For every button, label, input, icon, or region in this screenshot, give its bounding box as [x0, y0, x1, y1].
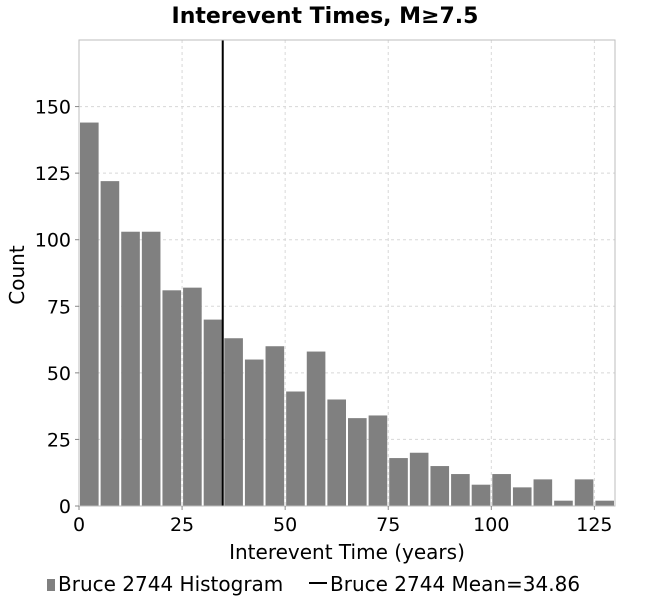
x-tick-label: 0	[73, 514, 85, 536]
x-tick-label: 25	[170, 514, 194, 536]
histogram-bar	[533, 479, 553, 506]
y-tick-label: 150	[35, 97, 71, 119]
histogram-bar	[306, 351, 326, 506]
histogram-bar	[100, 181, 120, 507]
histogram-bar	[348, 418, 367, 506]
y-axis-label: Count	[5, 245, 29, 305]
histogram-bar	[203, 319, 223, 506]
y-tick-label: 100	[35, 230, 71, 252]
histogram-bars	[80, 122, 614, 507]
legend-histogram-swatch	[47, 579, 55, 591]
x-axis-label: Interevent Time (years)	[229, 540, 465, 564]
x-axis-ticks: 0 25 50 75 100 125	[73, 506, 613, 536]
histogram-bar	[409, 452, 429, 506]
histogram-bar	[327, 399, 346, 506]
histogram-bar	[286, 391, 305, 506]
histogram-bar	[430, 466, 450, 506]
plot-frame	[78, 39, 616, 507]
histogram-bar	[512, 487, 532, 506]
histogram-bar	[574, 479, 594, 506]
x-tick-label: 75	[376, 514, 400, 536]
histogram-bar	[80, 122, 99, 506]
histogram-bar	[595, 500, 614, 506]
chart-title: Interevent Times, M≥7.5	[172, 4, 479, 29]
x-tick-label: 50	[273, 514, 297, 536]
y-tick-label: 75	[47, 296, 71, 318]
histogram-bar	[554, 500, 573, 506]
histogram-bar	[121, 231, 140, 506]
legend-mean-label: Bruce 2744 Mean=34.86	[330, 572, 580, 596]
histogram-bar	[471, 484, 491, 506]
histogram-bar	[162, 290, 182, 506]
y-tick-label: 125	[35, 163, 71, 185]
y-tick-label: 25	[47, 429, 71, 451]
histogram-bar	[183, 287, 202, 506]
y-axis-ticks: 0 25 50 75 100 125 150	[35, 97, 79, 518]
histogram-bar	[451, 474, 470, 506]
x-tick-label: 125	[576, 514, 612, 536]
histogram-bar	[224, 338, 243, 506]
x-tick-label: 100	[473, 514, 509, 536]
histogram-bar	[492, 474, 511, 506]
histogram-bar	[244, 359, 264, 506]
y-tick-label: 50	[47, 363, 71, 385]
histogram-bar	[368, 415, 388, 506]
y-tick-label: 0	[59, 496, 71, 518]
legend: Bruce 2744 Histogram Bruce 2744 Mean=34.…	[47, 572, 580, 596]
histogram-bar	[389, 458, 408, 506]
legend-histogram-label: Bruce 2744 Histogram	[58, 572, 283, 596]
histogram-bar	[141, 231, 161, 506]
histogram-bar	[265, 346, 285, 506]
